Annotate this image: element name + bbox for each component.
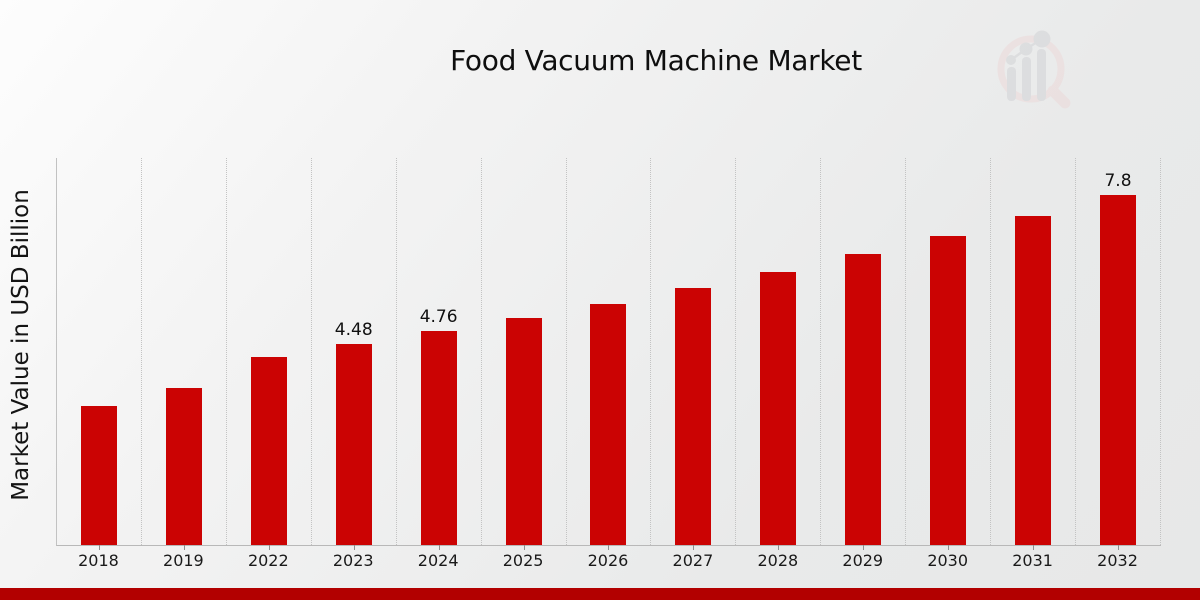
chart-title: Food Vacuum Machine Market	[450, 44, 862, 77]
magnifier-handle-icon	[1047, 85, 1071, 109]
x-axis-label: 2019	[163, 551, 204, 570]
x-axis-label: 2030	[927, 551, 969, 570]
bar-2018	[80, 406, 117, 545]
x-axis-labels: 2018 2019 2022 2023 2024 2025 2026 2027 2028 2029…	[56, 551, 1160, 570]
bar-column	[227, 158, 312, 550]
bar-column: 4.48	[312, 158, 397, 550]
x-tick	[438, 545, 440, 550]
x-tick	[1033, 545, 1035, 550]
bar-column	[142, 158, 227, 550]
bar-2031	[1015, 216, 1052, 545]
bar-value-label: 4.76	[419, 307, 458, 327]
bar-2027	[675, 288, 712, 545]
x-axis-label: 2024	[417, 551, 459, 570]
x-axis-label: 2029	[842, 551, 884, 570]
x-axis-label: 2032	[1097, 551, 1138, 570]
x-axis-label: 2022	[247, 551, 289, 570]
bar-column	[736, 158, 822, 550]
x-tick	[98, 545, 100, 550]
bar-column	[567, 158, 652, 550]
bar-2026	[590, 304, 627, 545]
x-axis-label: 2026	[587, 551, 629, 570]
x-tick	[353, 545, 355, 550]
bar-chart-icon	[1007, 49, 1046, 101]
x-tick	[523, 545, 525, 550]
watermark-logo	[997, 30, 1071, 109]
x-tick	[268, 545, 270, 550]
x-axis-label: 2028	[757, 551, 799, 570]
x-tick	[778, 545, 780, 550]
bar-2032	[1100, 195, 1137, 545]
magnifier-ring-icon	[997, 35, 1071, 109]
bar-2019	[165, 388, 202, 545]
x-tick	[183, 545, 185, 550]
x-axis-label: 2023	[332, 551, 374, 570]
y-axis-label: Market Value in USD Billion	[8, 189, 34, 501]
x-axis-label: 2025	[502, 551, 544, 570]
x-axis-label: 2018	[78, 551, 119, 570]
bar-2030	[930, 236, 967, 545]
bar-column	[57, 158, 142, 550]
bar-column	[482, 158, 567, 550]
x-tick	[863, 545, 865, 550]
bar-2024	[420, 331, 457, 545]
bar-value-label: 4.48	[334, 320, 373, 340]
plot-area: 4.48 4.76 7.8	[56, 158, 1161, 550]
bar-2025	[505, 318, 542, 545]
bar-column	[651, 158, 737, 550]
bar-2028	[760, 272, 797, 545]
x-axis-label: 2031	[1012, 551, 1053, 570]
bar-column	[991, 158, 1077, 550]
x-axis-label: 2027	[672, 551, 714, 570]
bar-column	[821, 158, 907, 550]
x-tick	[948, 545, 950, 550]
footer-accent-bar	[0, 588, 1200, 600]
x-tick	[1118, 545, 1120, 550]
trend-dots-icon	[1006, 30, 1051, 65]
bar-column	[906, 158, 992, 550]
bar-2022	[250, 357, 287, 545]
bar-2029	[845, 254, 882, 545]
x-tick	[608, 545, 610, 550]
bar-column: 7.8	[1076, 158, 1161, 550]
bar-column: 4.76	[397, 158, 482, 550]
x-tick	[693, 545, 695, 550]
bar-value-label: 7.8	[1104, 171, 1132, 191]
bar-2023	[335, 344, 372, 545]
